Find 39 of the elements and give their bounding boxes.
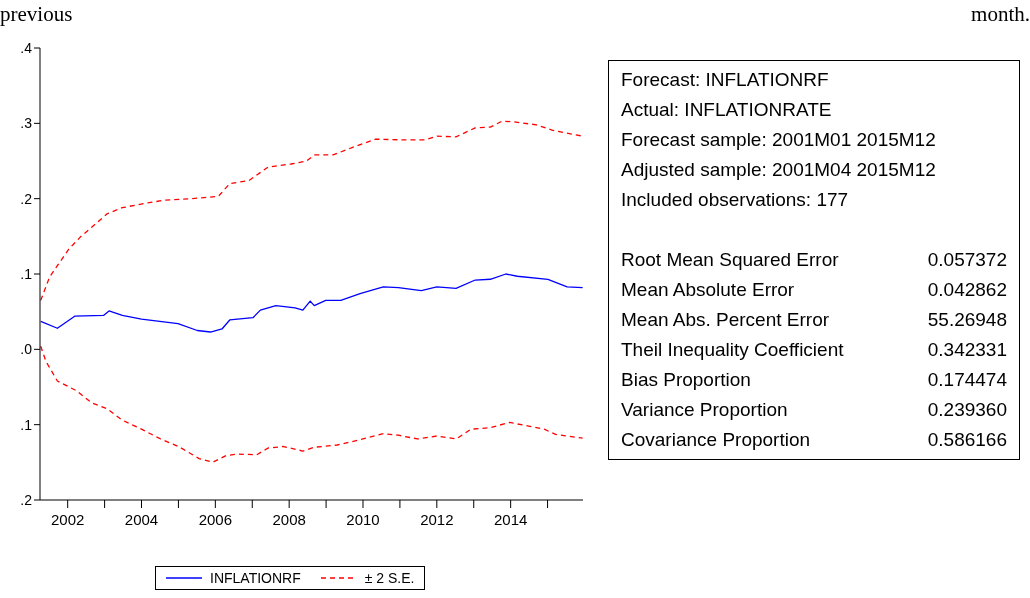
y-tick-label: .3 (20, 115, 33, 132)
text: 55.26948 (927, 309, 1007, 330)
x-tick-label: 2006 (198, 510, 233, 528)
y-tick-label: .2 (20, 491, 33, 508)
x-tick-label: 2012 (420, 510, 454, 528)
x-tick-label: 2004 (124, 510, 159, 528)
category-label: Root Mean Squared Error (621, 248, 839, 272)
text: 0.342331 (927, 339, 1007, 360)
legend-label: ± 2 S.E. (364, 570, 415, 586)
category-label: Covariance Proportion (621, 428, 811, 452)
x-tick-label: 2008 (272, 510, 306, 528)
text: 0.586166 (927, 429, 1007, 450)
text: 0.057372 (927, 249, 1007, 270)
category-label: Variance Proportion (621, 398, 788, 422)
y-tick-label: .0 (20, 341, 33, 358)
text: 0.239360 (927, 399, 1007, 420)
x-tick-label: 2010 (346, 510, 380, 528)
line-series (40, 273, 583, 333)
text: 0.042862 (927, 279, 1007, 300)
legend-label: INFLATIONRF (210, 570, 301, 586)
text: Forecast: INFLATIONRF (621, 68, 830, 92)
category-label: Mean Absolute Error (621, 278, 795, 302)
category-label: Bias Proportion (621, 368, 751, 392)
category-label: Mean Abs. Percent Error (621, 308, 830, 332)
text: Actual: INFLATIONRATE (621, 98, 833, 122)
text: previous month. (0, 2, 1030, 27)
text: Adjusted sample: 2001M04 2015M12 (621, 158, 937, 182)
line-series (40, 345, 583, 463)
x-tick-label: 2002 (51, 510, 85, 528)
y-tick-label: .1 (20, 265, 33, 282)
y-tick-label: .2 (20, 190, 33, 207)
line-series (40, 120, 583, 302)
text: Included observations: 177 (621, 188, 850, 212)
y-tick-label: .4 (20, 39, 33, 56)
y-tick-label: .1 (20, 416, 33, 433)
x-tick-label: 2014 (493, 510, 528, 528)
category-label: Theil Inequality Coefficient (621, 338, 844, 362)
text: 0.174474 (927, 369, 1007, 390)
text: Forecast sample: 2001M01 2015M12 (621, 128, 937, 152)
